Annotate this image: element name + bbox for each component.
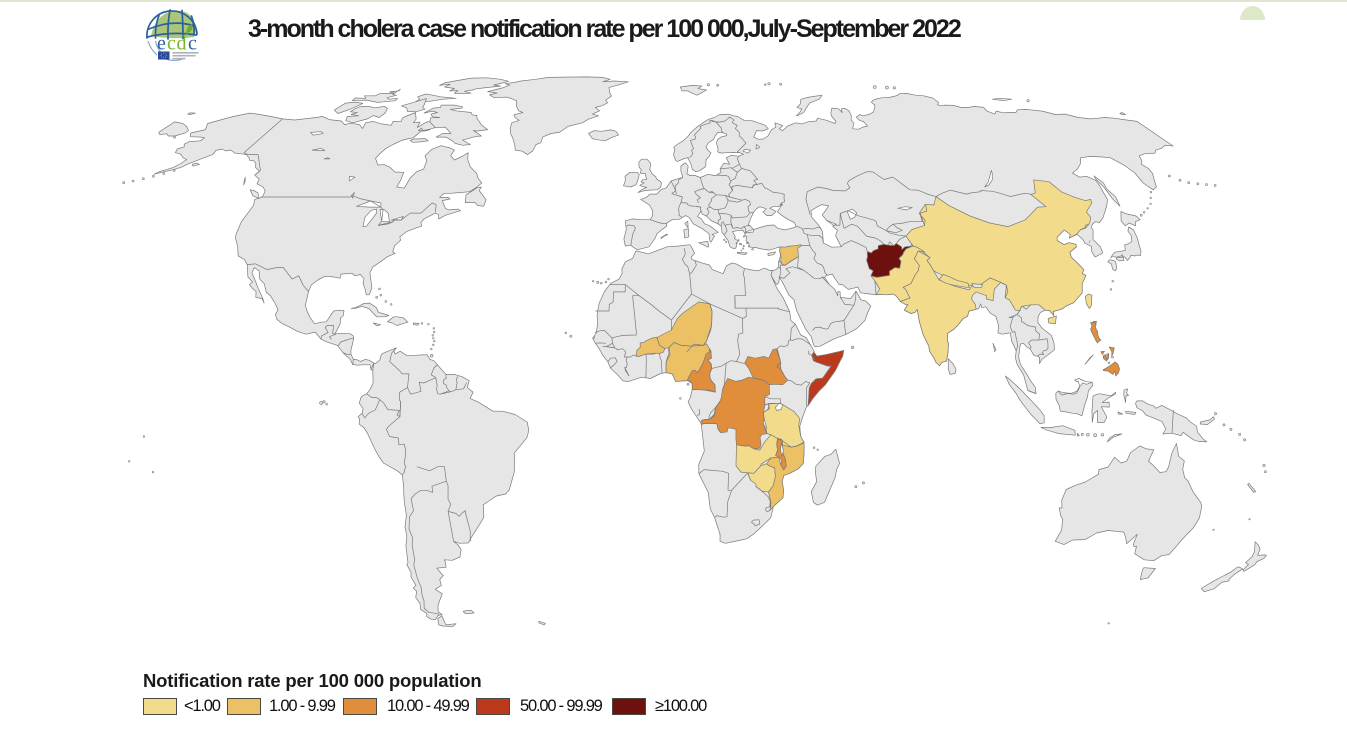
svg-text:c: c (188, 33, 197, 55)
svg-text:e: e (157, 33, 166, 55)
svg-text:c: c (167, 33, 176, 55)
svg-text:d: d (177, 33, 187, 55)
